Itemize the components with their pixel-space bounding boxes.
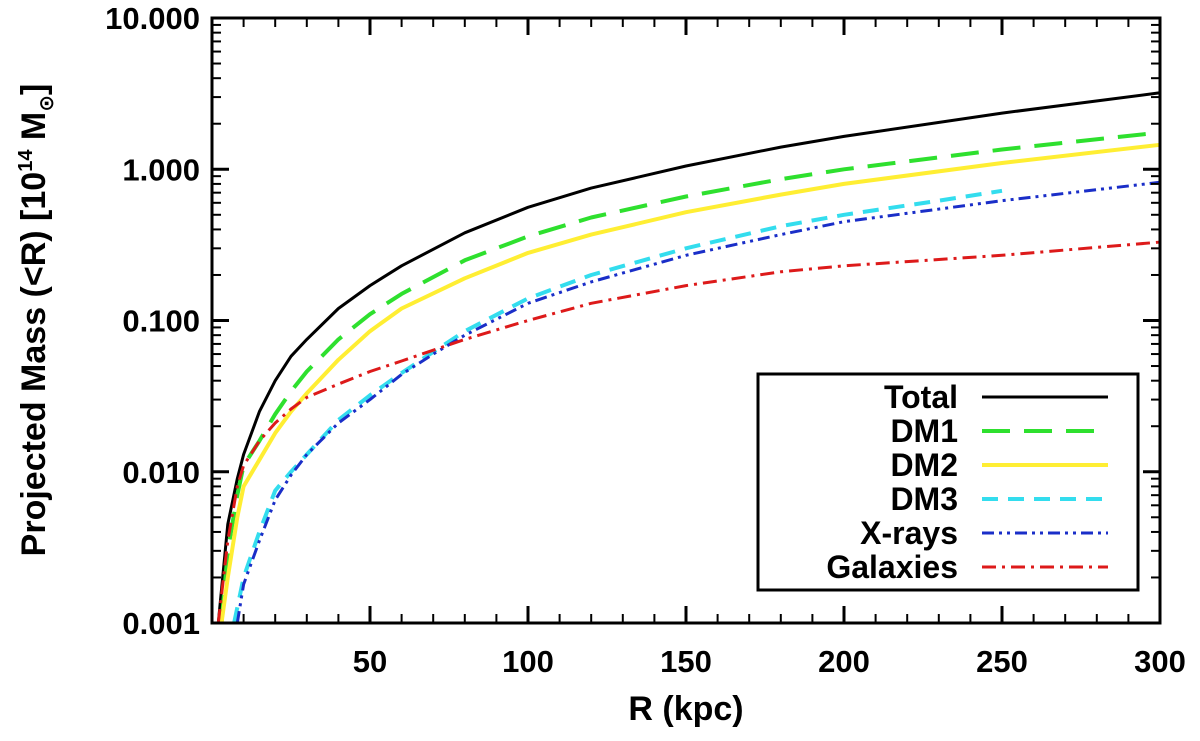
- y-axis-title-exponent: 14: [15, 149, 37, 172]
- x-tick-label: 150: [660, 644, 712, 679]
- y-tick-label: 0.100: [122, 304, 200, 339]
- legend-label-total: Total: [884, 379, 958, 415]
- series-line-galaxies: [216, 240, 1161, 624]
- y-tick-label: 0.010: [122, 455, 200, 490]
- series-line-x-rays: [235, 180, 1161, 624]
- y-tick-label: 0.001: [122, 606, 200, 641]
- x-tick-label: 50: [353, 644, 387, 679]
- series-layer: [216, 91, 1161, 624]
- x-tick-label: 100: [502, 644, 554, 679]
- y-axis-title-sun-symbol: ⊙: [36, 95, 58, 112]
- legend-label-dm3: DM3: [890, 481, 958, 517]
- x-tick-label: 200: [818, 644, 870, 679]
- y-axis-title-suffix: ]: [15, 84, 53, 95]
- y-tick-label: 1.000: [122, 152, 200, 187]
- y-tick-label: 10.000: [105, 1, 200, 36]
- y-axis-title-prefix: Projected Mass (<R) [10: [15, 172, 53, 557]
- x-axis-title: R (kpc): [628, 690, 743, 728]
- series-line-total: [216, 91, 1161, 624]
- tick-labels: 50 100 150 200 250 300 0.001 0.010 0.100 1.000 10.…: [105, 1, 1186, 679]
- x-tick-label: 250: [976, 644, 1028, 679]
- y-axis-title: Projected Mass (<R) [1014 M⊙]: [15, 84, 58, 557]
- series-line-dm3: [232, 188, 1003, 624]
- series-line-dm2: [219, 142, 1161, 624]
- x-tick-label: 300: [1134, 644, 1186, 679]
- y-axis-title-unit: M: [15, 112, 53, 150]
- legend-label-galaxies: Galaxies: [826, 549, 958, 585]
- series-line-dm1: [219, 130, 1161, 624]
- legend-label-dm1: DM1: [890, 413, 958, 449]
- legend-label-dm2: DM2: [890, 447, 958, 483]
- legend-label-x-rays: X-rays: [860, 515, 958, 551]
- legend-box: [756, 372, 1140, 592]
- ticks-layer: [212, 16, 1162, 625]
